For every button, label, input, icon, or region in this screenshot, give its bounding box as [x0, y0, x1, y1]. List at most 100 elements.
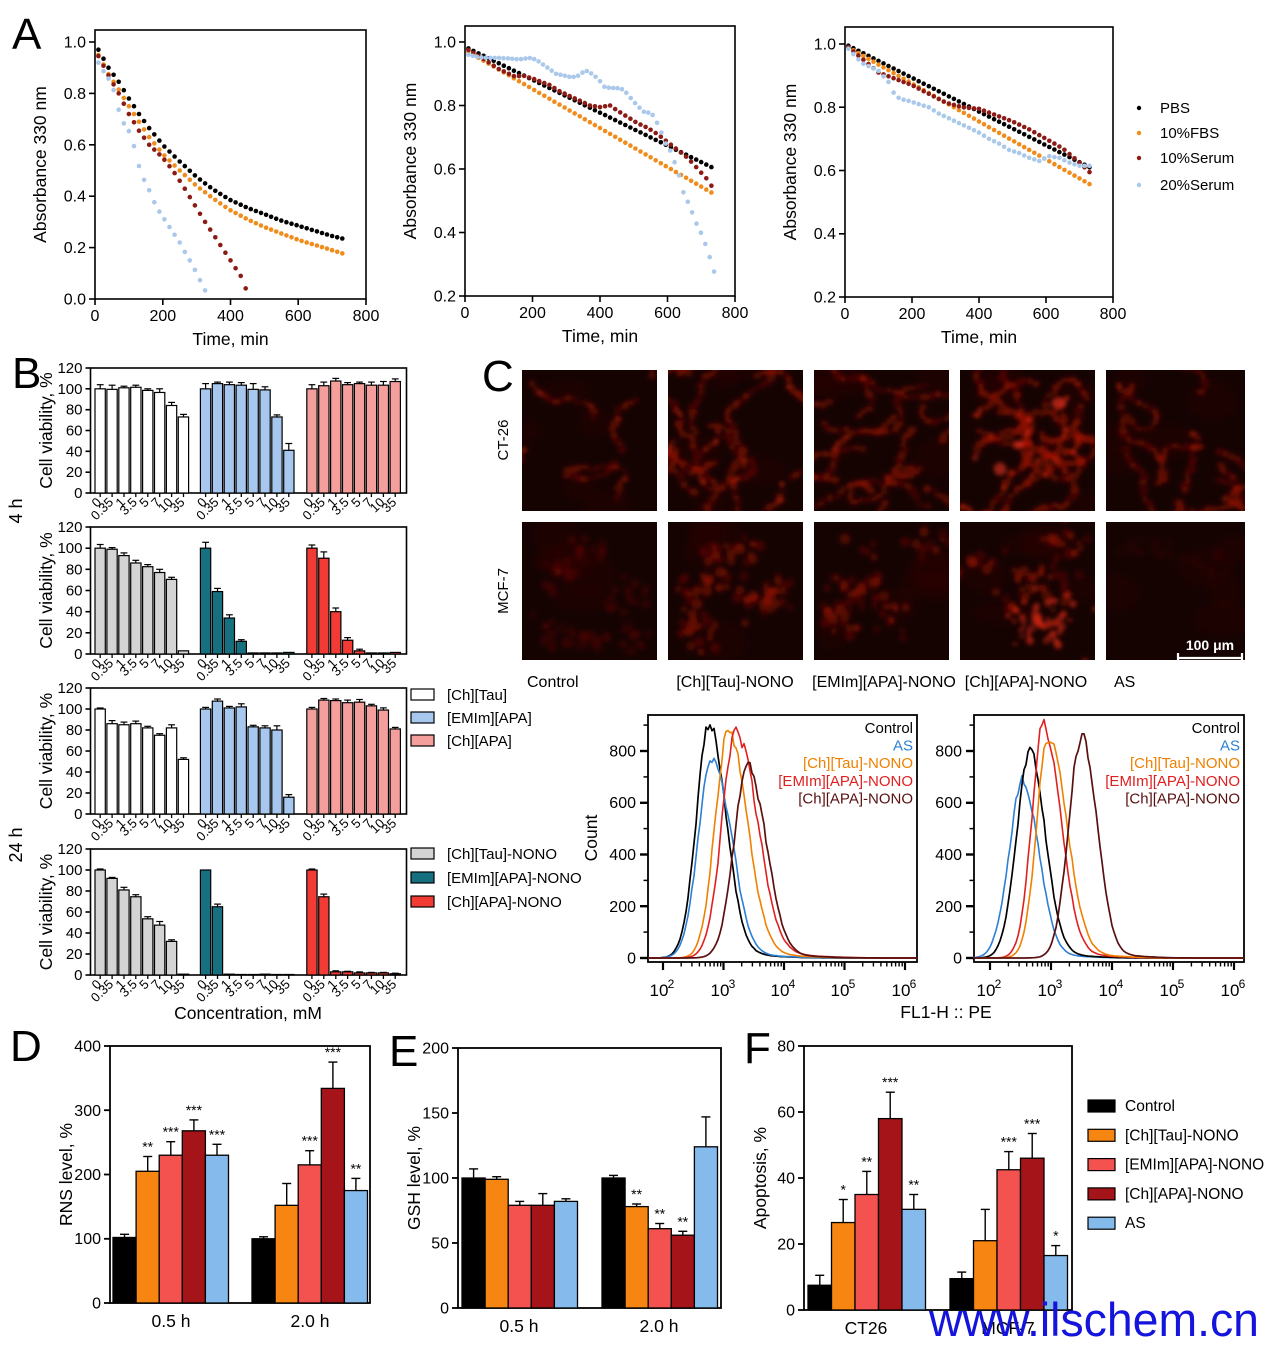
svg-text:10%Serum: 10%Serum — [1160, 150, 1234, 167]
svg-text:1.0: 1.0 — [64, 35, 86, 52]
svg-text:***: *** — [1024, 1116, 1041, 1132]
svg-text:200: 200 — [899, 306, 926, 323]
svg-text:[Ch][Tau]: [Ch][Tau] — [447, 687, 507, 704]
svg-text:40: 40 — [66, 925, 83, 942]
svg-text:400: 400 — [935, 847, 962, 864]
svg-text:0.8: 0.8 — [434, 98, 456, 115]
svg-text:10: 10 — [650, 981, 669, 1000]
svg-text:80: 80 — [777, 1039, 795, 1056]
svg-text:0: 0 — [461, 305, 470, 322]
svg-text:C: C — [482, 352, 514, 401]
svg-text:0.4: 0.4 — [64, 189, 86, 206]
svg-text:*: * — [840, 1182, 846, 1198]
svg-text:60: 60 — [777, 1105, 795, 1122]
svg-text:Cell viability, %: Cell viability, % — [36, 372, 56, 488]
svg-text:***: *** — [209, 1126, 226, 1142]
svg-text:0: 0 — [627, 951, 636, 968]
svg-text:**: ** — [654, 1206, 665, 1222]
svg-text:0: 0 — [74, 806, 82, 823]
svg-text:60: 60 — [66, 583, 83, 600]
svg-text:Control: Control — [865, 720, 913, 737]
svg-text:200: 200 — [609, 899, 636, 916]
svg-text:0: 0 — [74, 485, 82, 502]
svg-text:[EMIm][APA]: [EMIm][APA] — [447, 710, 532, 727]
svg-text:0.2: 0.2 — [434, 289, 456, 306]
svg-text:[EMIm][APA]-NONO: [EMIm][APA]-NONO — [447, 870, 582, 887]
svg-text:600: 600 — [1033, 306, 1060, 323]
svg-text:0.5 h: 0.5 h — [500, 1316, 539, 1336]
svg-text:4: 4 — [1117, 977, 1124, 991]
svg-text:AS: AS — [893, 738, 913, 755]
svg-text:CT-26: CT-26 — [495, 420, 512, 461]
svg-text:Cell viability, %: Cell viability, % — [36, 532, 56, 648]
svg-text:AS: AS — [1125, 1215, 1146, 1232]
svg-text:60: 60 — [66, 904, 83, 921]
svg-text:[Ch][APA]-NONO: [Ch][APA]-NONO — [965, 674, 1087, 691]
svg-text:MCF-7: MCF-7 — [981, 1318, 1034, 1338]
svg-text:2.0 h: 2.0 h — [291, 1311, 330, 1331]
svg-text:*: * — [1053, 1228, 1059, 1244]
svg-text:120: 120 — [57, 680, 82, 697]
svg-text:60: 60 — [66, 743, 83, 760]
svg-text:100: 100 — [74, 1231, 101, 1248]
svg-text:www.ilschem.cn: www.ilschem.cn — [928, 1293, 1259, 1346]
svg-text:10: 10 — [1221, 981, 1240, 1000]
svg-text:[EMIm][APA]-NONO: [EMIm][APA]-NONO — [1105, 773, 1240, 790]
svg-text:[Ch][APA]-NONO: [Ch][APA]-NONO — [1125, 1186, 1244, 1203]
svg-text:0.4: 0.4 — [434, 225, 456, 242]
svg-text:400: 400 — [74, 1039, 101, 1056]
svg-text:0.2: 0.2 — [64, 240, 86, 257]
svg-text:600: 600 — [654, 305, 681, 322]
svg-text:10: 10 — [1038, 981, 1057, 1000]
svg-text:B: B — [12, 349, 41, 398]
svg-text:80: 80 — [66, 722, 83, 739]
svg-text:100: 100 — [57, 862, 82, 879]
svg-text:RNS level, %: RNS level, % — [56, 1123, 76, 1226]
svg-text:150: 150 — [422, 1106, 449, 1123]
svg-text:40: 40 — [66, 443, 83, 460]
svg-text:200: 200 — [149, 308, 176, 325]
svg-text:[EMIm][APA]-NONO: [EMIm][APA]-NONO — [778, 773, 913, 790]
svg-text:6: 6 — [910, 977, 917, 991]
svg-text:Absorbance 330 nm: Absorbance 330 nm — [30, 86, 50, 243]
svg-text:100: 100 — [57, 701, 82, 718]
svg-text:20: 20 — [66, 946, 83, 963]
svg-text:100: 100 — [422, 1171, 449, 1188]
svg-text:[Ch][Tau]-NONO: [Ch][Tau]-NONO — [447, 846, 557, 863]
svg-text:Cell viability, %: Cell viability, % — [36, 693, 56, 809]
svg-text:Control: Control — [527, 674, 579, 691]
svg-text:80: 80 — [66, 883, 83, 900]
svg-text:80: 80 — [66, 402, 83, 419]
svg-text:2: 2 — [995, 977, 1002, 991]
svg-text:Absorbance 330 nm: Absorbance 330 nm — [400, 83, 420, 240]
svg-text:0: 0 — [74, 967, 82, 984]
svg-text:10: 10 — [1099, 981, 1118, 1000]
svg-text:2: 2 — [668, 977, 675, 991]
svg-text:300: 300 — [74, 1103, 101, 1120]
svg-text:0: 0 — [953, 951, 962, 968]
svg-text:100 μm: 100 μm — [1186, 637, 1234, 653]
svg-text:0.6: 0.6 — [64, 137, 86, 154]
svg-text:AS: AS — [1220, 738, 1240, 755]
svg-text:MCF-7: MCF-7 — [495, 568, 512, 614]
svg-text:***: *** — [325, 1044, 342, 1060]
svg-text:***: *** — [1001, 1134, 1018, 1150]
svg-text:3: 3 — [729, 977, 736, 991]
svg-text:0.6: 0.6 — [814, 163, 836, 180]
svg-text:**: ** — [908, 1177, 919, 1193]
svg-text:4: 4 — [789, 977, 796, 991]
svg-text:[Ch][APA]-NONO: [Ch][APA]-NONO — [447, 894, 562, 911]
svg-text:***: *** — [186, 1102, 203, 1118]
svg-text:120: 120 — [57, 841, 82, 858]
svg-text:[Ch][APA]: [Ch][APA] — [447, 733, 512, 750]
svg-text:10: 10 — [831, 981, 850, 1000]
svg-text:[Ch][Tau]-NONO: [Ch][Tau]-NONO — [803, 755, 913, 772]
svg-text:D: D — [10, 1022, 42, 1071]
svg-text:FL1-H :: PE: FL1-H :: PE — [900, 1002, 991, 1022]
svg-text:**: ** — [142, 1139, 153, 1155]
svg-text:400: 400 — [217, 308, 244, 325]
svg-text:100: 100 — [57, 540, 82, 557]
svg-text:20: 20 — [66, 625, 83, 642]
svg-text:[Ch][APA]-NONO: [Ch][APA]-NONO — [1125, 790, 1240, 807]
svg-text:[Ch][APA]-NONO: [Ch][APA]-NONO — [798, 790, 913, 807]
